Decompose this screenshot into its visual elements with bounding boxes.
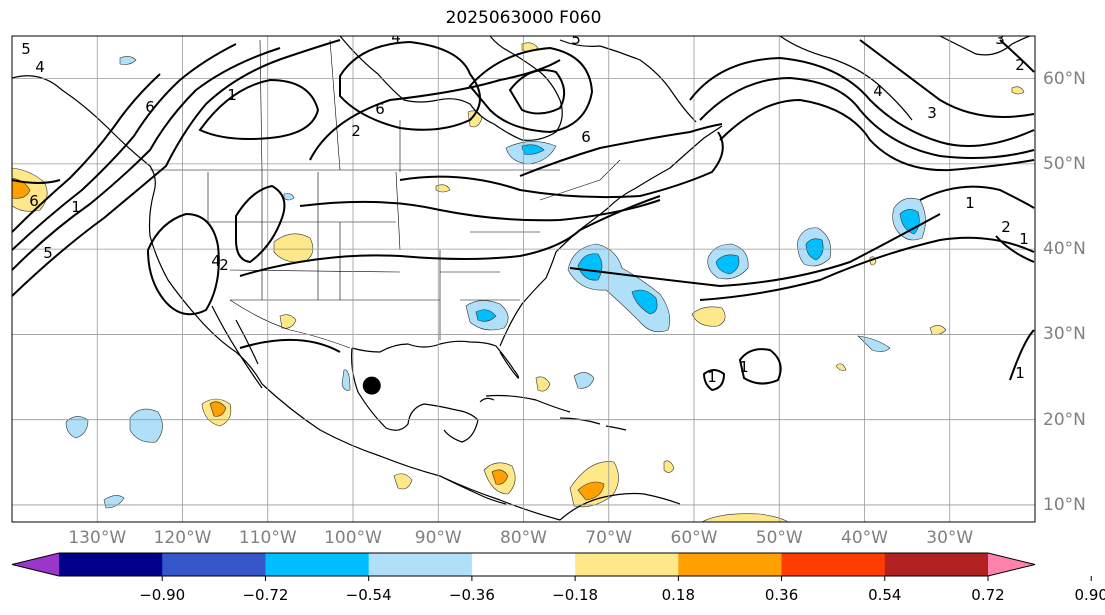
anomaly-area bbox=[129, 408, 163, 443]
contour-label: 4 bbox=[873, 82, 883, 100]
colorbar-segment bbox=[678, 553, 783, 576]
map-title: 2025063000 F060 bbox=[445, 8, 602, 28]
colorbar-outline bbox=[11, 552, 1036, 577]
anomaly-area bbox=[715, 254, 740, 275]
colorbar-tick-label: 0.18 bbox=[661, 586, 696, 604]
longitude-label: 70°W bbox=[585, 528, 633, 548]
colorbar-segment bbox=[884, 553, 989, 576]
contour-label: 1 bbox=[71, 198, 81, 216]
colorbar-segment bbox=[59, 553, 163, 576]
contour-label: 2 bbox=[1015, 56, 1025, 74]
latitude-label: 10°N bbox=[1043, 494, 1086, 515]
latitude-label: 50°N bbox=[1043, 153, 1086, 174]
longitude-label: 90°W bbox=[414, 528, 462, 548]
contour-label: 1 bbox=[739, 358, 749, 376]
contour-label: 4 bbox=[211, 252, 221, 270]
contour-label: 3 bbox=[995, 30, 1005, 48]
anomaly-area bbox=[691, 306, 726, 327]
anomaly-area bbox=[577, 481, 605, 501]
longitude-label: 100°W bbox=[324, 528, 382, 548]
anomaly-area bbox=[835, 363, 847, 371]
contour-label: 1 bbox=[227, 86, 237, 104]
colorbar-tick-label: −0.90 bbox=[139, 586, 186, 604]
map-frame bbox=[11, 35, 1036, 523]
anomaly-area bbox=[577, 253, 603, 281]
location-marker bbox=[362, 376, 381, 395]
anomaly-area bbox=[65, 416, 89, 439]
colorbar-segment bbox=[575, 553, 679, 576]
anomaly-area bbox=[467, 110, 483, 128]
colorbar-tick-label: −0.54 bbox=[345, 586, 392, 604]
contour-label: 6 bbox=[145, 98, 155, 116]
anomaly-area bbox=[573, 372, 595, 389]
longitude-label: 60°W bbox=[670, 528, 718, 548]
contour-label: 2 bbox=[1001, 218, 1011, 236]
contour-label: 3 bbox=[927, 104, 937, 122]
contour-label: 5 bbox=[43, 244, 53, 262]
colorbar-tick-label: 0.54 bbox=[868, 586, 902, 604]
contour-label: 2 bbox=[219, 256, 229, 274]
anomaly-area bbox=[209, 401, 227, 417]
colorbar-segment bbox=[781, 553, 886, 576]
latitude-label: 30°N bbox=[1043, 324, 1086, 345]
anomaly-area bbox=[491, 469, 509, 485]
latitude-label: 20°N bbox=[1043, 409, 1086, 430]
colorbar-tick-label: −0.72 bbox=[242, 586, 289, 604]
contour-label: 5 bbox=[21, 40, 31, 58]
anomaly-area bbox=[341, 369, 351, 391]
colorbar-tick-label: 0.90 bbox=[1074, 586, 1105, 604]
anomaly-area bbox=[283, 193, 295, 201]
longitude-label: 50°W bbox=[755, 528, 803, 548]
colorbar-segment bbox=[265, 553, 370, 576]
contour-label: 1 bbox=[707, 368, 717, 386]
anomaly-area bbox=[663, 460, 675, 473]
anomaly-area bbox=[631, 289, 658, 315]
anomaly-area bbox=[1011, 86, 1025, 95]
colorbar-extend-low bbox=[12, 553, 59, 576]
anomaly-area bbox=[535, 376, 551, 392]
anomaly-area bbox=[393, 473, 413, 490]
contour-label: 6 bbox=[29, 192, 39, 210]
longitude-label: 30°W bbox=[926, 528, 974, 548]
longitude-label: 40°W bbox=[841, 528, 888, 548]
colorbar bbox=[11, 552, 1092, 581]
colorbar-tick-label: −0.18 bbox=[552, 586, 599, 604]
colorbar-segment bbox=[162, 553, 266, 576]
colorbar-segment bbox=[471, 553, 576, 576]
contour-label: 2 bbox=[351, 122, 361, 140]
latitude-label: 40°N bbox=[1043, 239, 1086, 260]
longitude-label: 80°W bbox=[500, 528, 547, 548]
contour-label: 5 bbox=[571, 30, 581, 48]
map-gridlines bbox=[12, 36, 1035, 522]
shaded-anomaly-areas bbox=[12, 42, 1025, 522]
latitude-label: 60°N bbox=[1043, 68, 1086, 89]
contour-label: 4 bbox=[391, 28, 401, 46]
longitude-label: 120°W bbox=[153, 528, 212, 548]
contour-label: 4 bbox=[35, 58, 45, 76]
contour-label: 6 bbox=[375, 100, 385, 118]
colorbar-tick-label: 0.36 bbox=[764, 586, 799, 604]
contour-label: 1 bbox=[1019, 230, 1029, 248]
colorbar-extend-high bbox=[988, 553, 1035, 576]
contour-lines bbox=[12, 39, 1035, 392]
anomaly-area bbox=[521, 144, 545, 155]
anomaly-area bbox=[475, 309, 497, 322]
colorbar-segment bbox=[368, 553, 473, 576]
anomaly-area bbox=[12, 177, 31, 199]
political-borders bbox=[150, 39, 621, 349]
contour-label: 1 bbox=[1015, 364, 1025, 382]
longitude-label: 110°W bbox=[238, 528, 297, 548]
anomaly-area bbox=[857, 335, 891, 352]
colorbar-tick-label: 0.72 bbox=[971, 586, 1005, 604]
colorbar-tick-label: −0.36 bbox=[448, 586, 495, 604]
contour-label: 1 bbox=[965, 194, 975, 212]
contour-label: 6 bbox=[581, 128, 591, 146]
anomaly-area bbox=[273, 233, 314, 263]
longitude-label: 130°W bbox=[68, 528, 127, 548]
anomaly-area bbox=[119, 56, 137, 65]
